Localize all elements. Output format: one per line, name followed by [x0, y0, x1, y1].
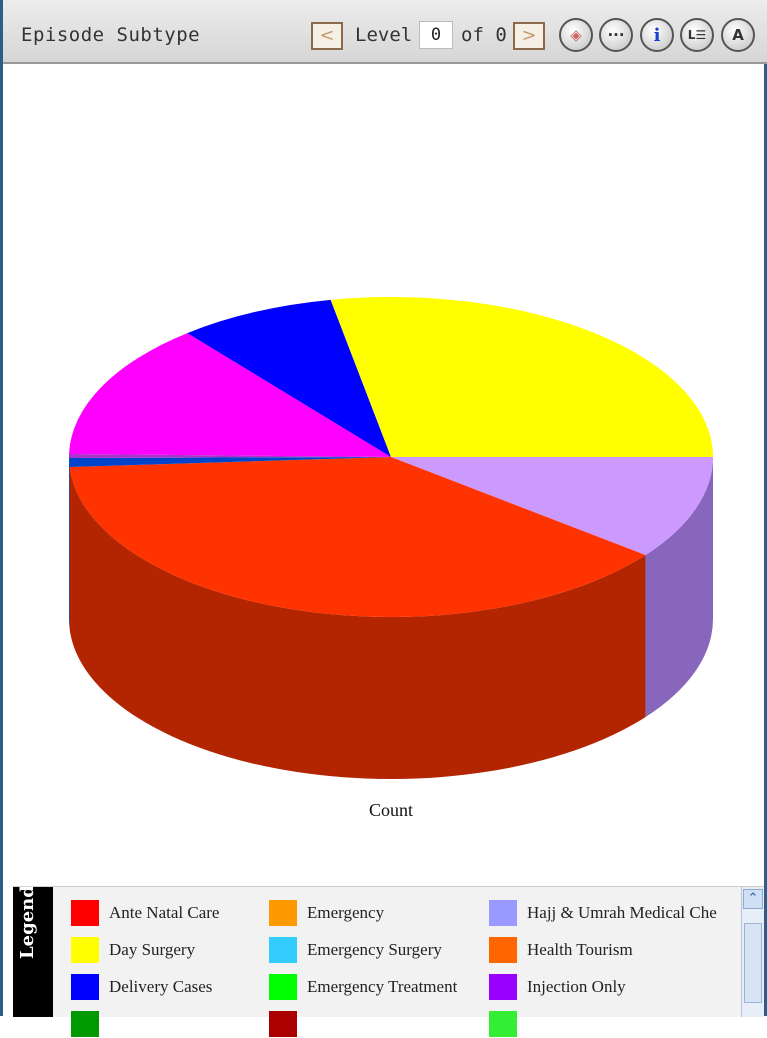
chart-type-button[interactable]: ◈ [559, 18, 593, 52]
legend-swatch [71, 900, 99, 926]
level-input[interactable]: 0 [419, 21, 453, 49]
legend-label: Emergency Treatment [307, 977, 457, 997]
pie-chart: Count [3, 64, 767, 886]
more-icon: ··· [607, 26, 624, 44]
previous-level-button[interactable]: < [311, 22, 343, 50]
legend-item[interactable]: Hajj & Umrah Medical Che [489, 899, 717, 927]
legend-scrollbar[interactable]: ⌃ [741, 887, 764, 1017]
legend-swatch [269, 974, 297, 1000]
legend-item[interactable]: Emergency [269, 899, 384, 927]
legend-label: Ante Natal Care [109, 903, 219, 923]
next-level-button[interactable]: > [513, 22, 545, 50]
legend-swatch [489, 937, 517, 963]
auto-button[interactable]: A [721, 18, 755, 52]
legend-label: Health Tourism [527, 940, 633, 960]
legend-label: Injection Only [527, 977, 626, 997]
toolbar: Episode Subtype < Level 0 of 0 > ◈ ··· i… [3, 0, 767, 64]
more-options-button[interactable]: ··· [599, 18, 633, 52]
info-icon: i [654, 25, 661, 46]
scroll-up-button[interactable]: ⌃ [743, 889, 763, 909]
legend-swatch [489, 974, 517, 1000]
diamond-icon: ◈ [570, 26, 582, 44]
legend-label: Emergency [307, 903, 384, 923]
chevron-up-icon: ⌃ [748, 891, 759, 906]
legend-label: Hajj & Umrah Medical Che [527, 903, 717, 923]
legend-swatch [71, 974, 99, 1000]
legend-item[interactable] [489, 1010, 527, 1038]
legend: Legend Ante Natal Care Emergency Hajj & Um… [13, 886, 764, 1017]
legend-swatch [489, 900, 517, 926]
list-icon: L☰ [688, 28, 706, 42]
pie-slice-side [69, 458, 70, 629]
legend-swatch [269, 1011, 297, 1037]
chart-window: Episode Subtype < Level 0 of 0 > ◈ ··· i… [0, 0, 767, 1016]
list-view-button[interactable]: L☰ [680, 18, 714, 52]
chevron-right-icon: > [521, 25, 536, 46]
legend-swatch [269, 937, 297, 963]
x-axis-label: Count [369, 800, 413, 820]
scroll-thumb[interactable] [744, 923, 762, 1003]
legend-item[interactable]: Delivery Cases [71, 973, 212, 1001]
legend-swatch [269, 900, 297, 926]
legend-item[interactable]: Health Tourism [489, 936, 633, 964]
legend-item[interactable] [269, 1010, 307, 1038]
legend-item[interactable]: Emergency Treatment [269, 973, 457, 1001]
level-label: Level [355, 24, 412, 46]
level-count-label: of 0 [461, 24, 507, 46]
legend-label: Emergency Surgery [307, 940, 442, 960]
legend-tab[interactable]: Legend [13, 887, 53, 1017]
chevron-left-icon: < [319, 25, 334, 46]
legend-item[interactable]: Emergency Surgery [269, 936, 442, 964]
legend-label: Day Surgery [109, 940, 195, 960]
legend-swatch [71, 1011, 99, 1037]
chart-title: Episode Subtype [21, 24, 200, 46]
pie-tops [69, 297, 713, 617]
legend-item[interactable] [71, 1010, 109, 1038]
legend-swatch [71, 937, 99, 963]
legend-swatch [489, 1011, 517, 1037]
pie-slice[interactable] [331, 297, 713, 457]
auto-icon: A [732, 26, 744, 44]
legend-item[interactable]: Day Surgery [71, 936, 195, 964]
legend-item[interactable]: Ante Natal Care [71, 899, 219, 927]
info-button[interactable]: i [640, 18, 674, 52]
legend-item[interactable]: Injection Only [489, 973, 626, 1001]
legend-title: Legend [17, 885, 38, 959]
legend-label: Delivery Cases [109, 977, 212, 997]
